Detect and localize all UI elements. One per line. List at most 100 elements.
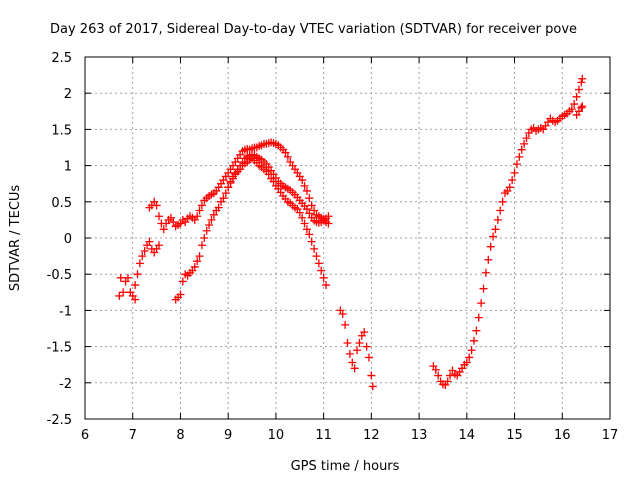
data-point [190,262,199,271]
data-point [484,255,493,264]
y-tick-label: 1.5 [51,123,72,138]
x-tick-label: 17 [602,428,619,443]
data-point [477,299,486,308]
y-tick-label: -2 [59,377,72,392]
data-point [207,215,216,224]
x-tick-label: 14 [459,428,476,443]
y-tick-label: 0.5 [51,196,72,211]
x-tick-label: 15 [506,428,523,443]
data-point [510,168,519,177]
data-point [314,259,323,268]
data-point [578,74,587,83]
y-tick-label: 2 [64,87,72,102]
data-point [431,365,440,374]
data-point [493,215,502,224]
data-point [298,213,307,222]
data-point [446,371,455,380]
data-point [302,205,311,214]
series-segment-a2 [131,237,163,290]
data-points [115,74,587,391]
data-point [522,134,531,143]
data-point [224,183,233,192]
data-point [281,148,290,157]
data-point [324,219,333,228]
data-point [205,220,214,229]
chart-title: Day 263 of 2017, Sidereal Day-to-day VTE… [50,22,577,37]
data-point [193,212,202,221]
data-point [515,152,524,161]
data-point [574,85,583,94]
data-point [434,371,443,380]
data-point [119,288,128,297]
data-point [200,234,209,242]
data-point [302,225,311,234]
data-point [209,210,218,219]
data-point [307,237,316,246]
x-tick-label: 12 [363,428,380,443]
data-point [131,281,140,290]
x-tick-label: 7 [129,428,137,443]
y-tick-label: 1 [64,160,72,175]
x-tick-label: 8 [176,428,184,443]
data-point [355,338,364,347]
data-point [479,284,488,293]
data-point [283,152,292,161]
data-point [131,295,140,304]
data-point [221,189,230,198]
data-point [520,139,529,148]
series-segment-a1 [115,273,140,304]
data-point [491,225,500,234]
data-point [310,206,319,215]
data-point [197,201,206,210]
data-point [508,176,517,185]
data-point [512,160,521,169]
data-point [312,252,321,261]
data-point [166,213,175,222]
data-point [578,102,587,111]
y-axis-label: SDTVAR / TECUs [8,185,23,292]
data-point [226,178,235,187]
data-point [345,349,354,358]
data-point [343,338,352,347]
data-point [307,201,316,210]
x-tick-label: 10 [268,428,285,443]
data-point [572,92,581,101]
data-point [443,377,452,386]
data-point [498,197,507,206]
data-point [195,252,204,261]
data-point [159,225,168,234]
data-point [133,270,142,279]
data-point [489,232,498,241]
data-point [300,181,309,190]
y-tick-label: 2.5 [51,51,72,66]
data-point [567,105,576,114]
data-point [496,206,505,215]
series-segment-e [336,306,377,391]
data-point [197,241,206,250]
data-point [486,242,495,251]
data-point [195,206,204,215]
data-point [474,313,483,322]
series-segment-b [145,138,333,234]
data-point [317,266,326,275]
data-point [305,230,314,239]
series-segment-c [171,154,331,304]
x-tick-label: 11 [315,428,332,443]
data-point [577,78,586,87]
data-point [350,364,359,373]
series-segment-g [572,102,587,119]
data-point [305,194,314,203]
data-point [169,218,178,227]
data-point [152,201,161,210]
y-tick-label: -0.5 [47,268,72,283]
data-point [338,310,347,319]
data-point [219,194,228,203]
data-point [116,273,125,282]
data-point [324,212,333,221]
data-point [469,336,478,345]
data-point [140,247,149,256]
data-point [176,290,185,299]
data-point [481,268,490,277]
y-tick-label: -1.5 [47,341,72,356]
